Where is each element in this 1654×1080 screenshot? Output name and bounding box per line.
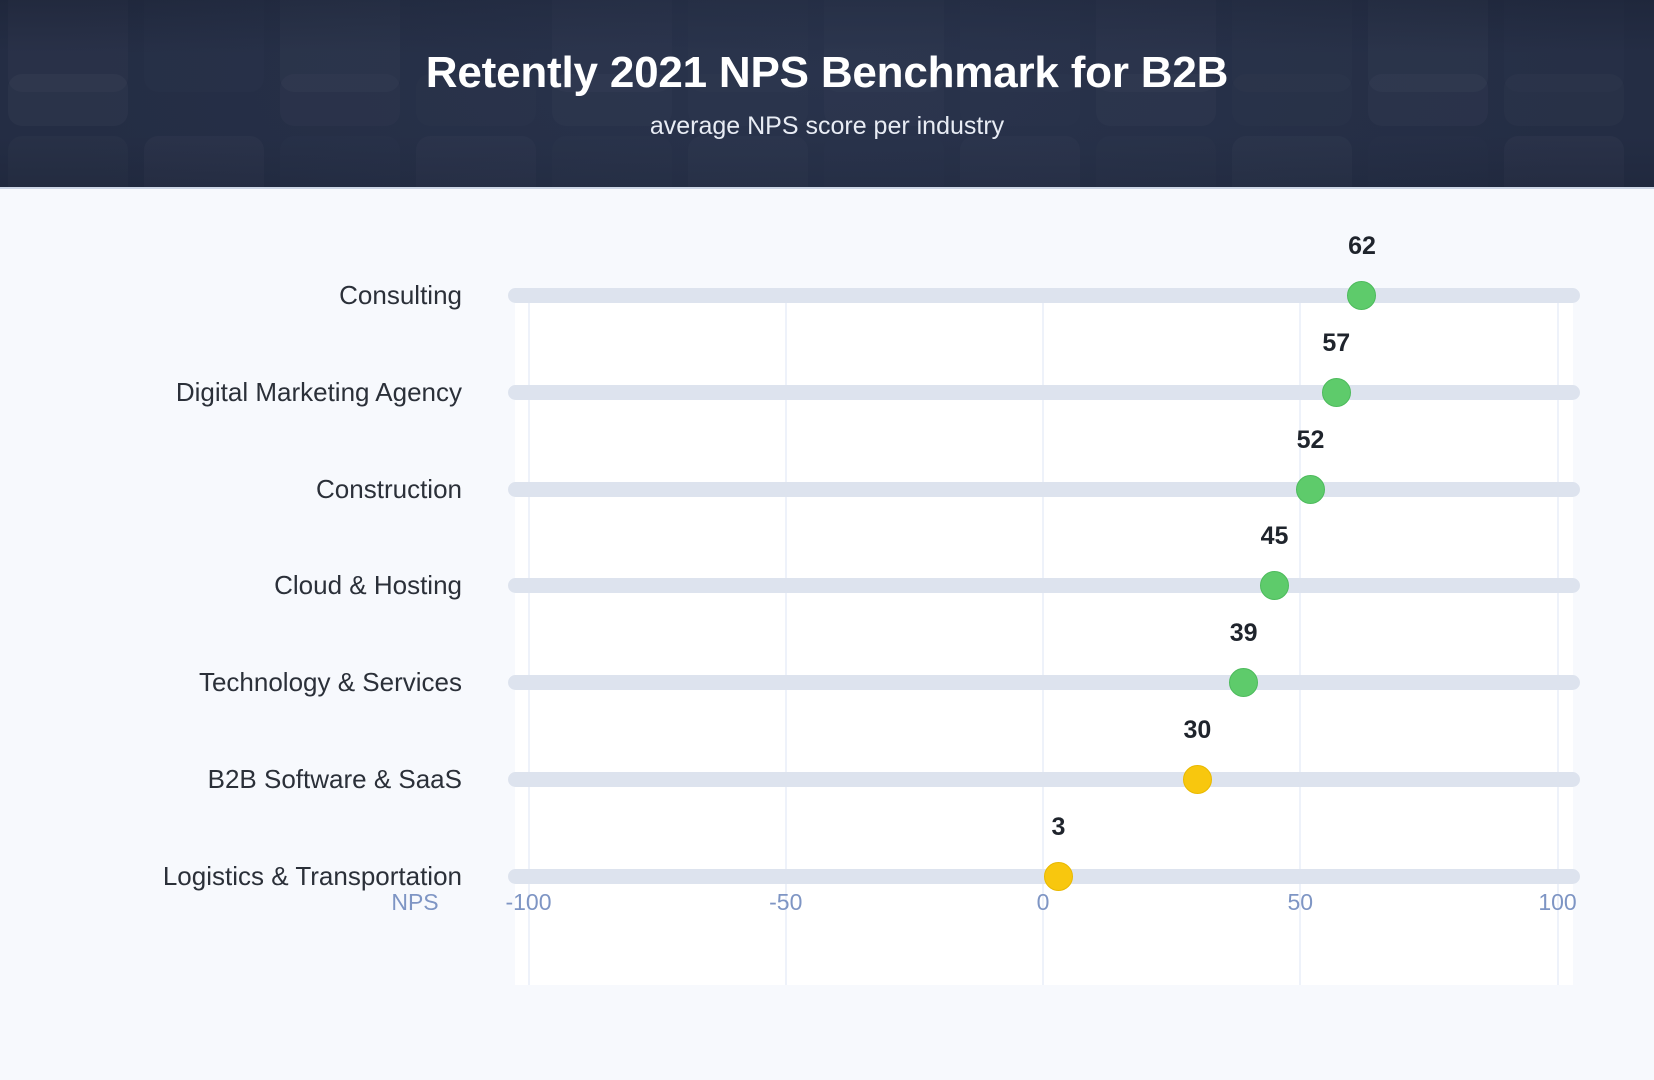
category-label: Cloud & Hosting	[274, 570, 462, 601]
chart-rows: Consulting 62 Digital Marketing Agency 57 Co…	[0, 189, 1654, 1080]
data-point-value-label: 30	[1183, 716, 1212, 744]
data-point-value-label: 3	[1051, 812, 1066, 841]
x-axis: NPS -100 -50 0 50 100	[0, 889, 1654, 929]
gridline-100	[1556, 295, 1559, 985]
data-point-dot[interactable]	[1321, 377, 1351, 407]
nps-dot-chart: Consulting 62 Digital Marketing Agency 57 Co…	[0, 189, 1654, 1080]
data-point-value-label: 52	[1296, 425, 1325, 454]
data-point-value-label: 45	[1260, 522, 1289, 551]
header-text-block: Retently 2021 NPS Benchmark for B2B aver…	[0, 0, 1654, 189]
gridline-neg50	[784, 295, 787, 985]
row-track	[508, 675, 1580, 691]
data-point-value-label: 62	[1348, 232, 1376, 260]
x-axis-title: NPS	[391, 889, 439, 915]
chart-header: Retently 2021 NPS Benchmark for B2B aver…	[0, 0, 1654, 189]
header-divider	[0, 187, 1654, 189]
data-point-dot[interactable]	[1347, 281, 1377, 310]
data-point-value-label: 57	[1322, 328, 1351, 357]
x-tick-label: -50	[769, 889, 803, 915]
data-point-dot[interactable]	[1043, 861, 1073, 891]
category-label: B2B Software & SaaS	[207, 764, 462, 794]
page-title: Retently 2021 NPS Benchmark for B2B	[425, 48, 1229, 98]
gridline-0	[1042, 295, 1044, 985]
data-point-dot[interactable]	[1229, 668, 1259, 698]
x-tick-label: -100	[505, 889, 552, 915]
data-point-dot[interactable]	[1296, 474, 1326, 504]
category-label: Construction	[316, 473, 462, 504]
row-track	[508, 481, 1580, 497]
data-point-value-label: 39	[1229, 619, 1258, 648]
row-track	[508, 578, 1580, 594]
row-track	[508, 772, 1580, 787]
row-track	[508, 288, 1580, 303]
data-point-dot[interactable]	[1260, 571, 1290, 601]
category-label: Logistics & Transportation	[162, 860, 462, 891]
x-tick-label: 100	[1538, 889, 1577, 915]
category-label: Consulting	[339, 280, 462, 310]
x-tick-label: 0	[1036, 889, 1050, 915]
data-point-dot[interactable]	[1182, 765, 1212, 794]
gridline-neg100	[527, 295, 530, 985]
category-label: Digital Marketing Agency	[175, 376, 462, 407]
gridline-50	[1299, 295, 1302, 985]
page-subtitle: average NPS score per industry	[649, 111, 1005, 140]
category-label: Technology & Services	[198, 667, 462, 698]
row-track	[508, 384, 1580, 400]
x-tick-label: 50	[1287, 889, 1314, 915]
